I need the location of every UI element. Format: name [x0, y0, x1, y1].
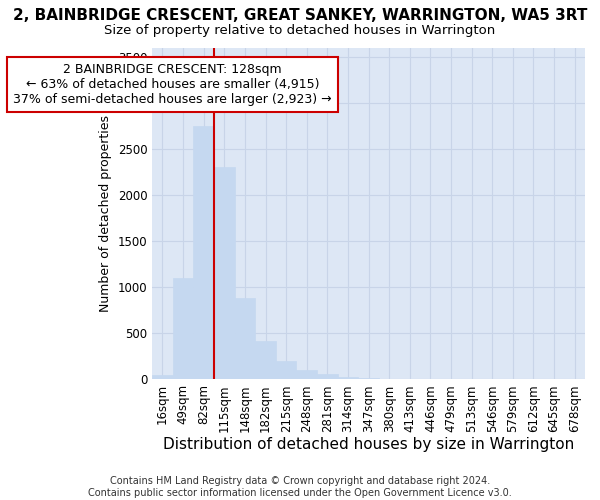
- Bar: [276, 361, 296, 380]
- Bar: [214, 168, 235, 380]
- X-axis label: Distribution of detached houses by size in Warrington: Distribution of detached houses by size …: [163, 438, 574, 452]
- Bar: [235, 298, 255, 380]
- Bar: [152, 375, 173, 380]
- Text: Size of property relative to detached houses in Warrington: Size of property relative to detached ho…: [104, 24, 496, 37]
- Y-axis label: Number of detached properties: Number of detached properties: [99, 115, 112, 312]
- Bar: [400, 378, 420, 380]
- Bar: [379, 378, 400, 380]
- Bar: [338, 376, 358, 380]
- Text: 2 BAINBRIDGE CRESCENT: 128sqm
← 63% of detached houses are smaller (4,915)
37% o: 2 BAINBRIDGE CRESCENT: 128sqm ← 63% of d…: [13, 63, 332, 106]
- Bar: [173, 278, 193, 380]
- Bar: [317, 374, 338, 380]
- Bar: [193, 126, 214, 380]
- Bar: [358, 378, 379, 380]
- Bar: [255, 340, 276, 380]
- Bar: [296, 370, 317, 380]
- Text: Contains HM Land Registry data © Crown copyright and database right 2024.
Contai: Contains HM Land Registry data © Crown c…: [88, 476, 512, 498]
- Text: 2, BAINBRIDGE CRESCENT, GREAT SANKEY, WARRINGTON, WA5 3RT: 2, BAINBRIDGE CRESCENT, GREAT SANKEY, WA…: [13, 8, 587, 22]
